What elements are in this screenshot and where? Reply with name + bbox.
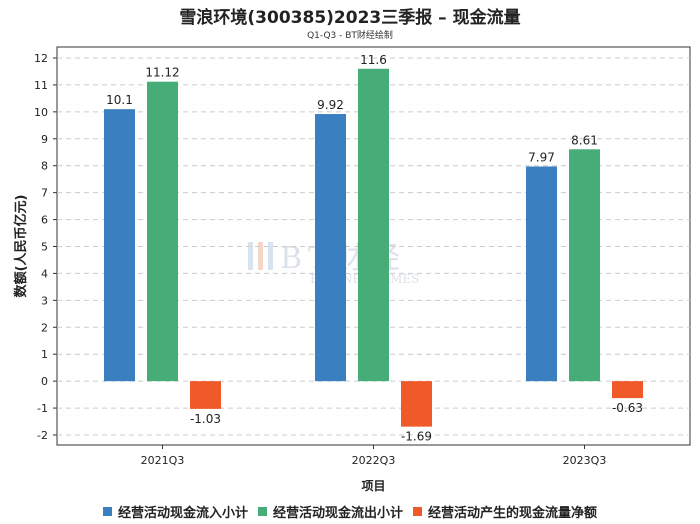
chart-title: 雪浪环境(300385)2023三季报 – 现金流量 — [179, 8, 521, 28]
bar — [190, 381, 221, 409]
legend-swatch-inflow — [102, 507, 112, 516]
x-tick-label: 2022Q3 — [352, 454, 396, 467]
bar — [104, 109, 135, 382]
y-tick-label: 7 — [41, 187, 48, 200]
data-label: -0.63 — [612, 401, 643, 415]
chart-subtitle: Q1-Q3 - BT财经绘制 — [307, 31, 393, 41]
bar — [147, 81, 178, 382]
legend-label-net: 经营活动产生的现金流量净额 — [428, 506, 598, 521]
bar — [401, 381, 432, 427]
data-label: -1.69 — [401, 430, 432, 444]
data-label: 9.92 — [317, 98, 344, 112]
watermark-logo-bar — [258, 242, 263, 270]
watermark-logo-bar — [268, 242, 273, 270]
x-axis-title: 项目 — [361, 479, 385, 493]
y-tick-label: 0 — [41, 375, 48, 388]
y-tick-label: -1 — [37, 402, 48, 415]
y-tick-label: 3 — [41, 294, 48, 307]
watermark-logo-bar — [248, 242, 253, 270]
y-tick-label: 4 — [41, 267, 48, 280]
data-label: 11.6 — [360, 53, 387, 67]
y-tick-label: 10 — [34, 106, 48, 119]
bar — [612, 381, 643, 399]
legend-item-outflow[interactable]: 经营活动现金流出小计 — [257, 502, 403, 521]
data-label: 10.1 — [106, 93, 133, 107]
legend-item-net[interactable]: 经营活动产生的现金流量净额 — [413, 502, 597, 521]
x-tick-label: 2021Q3 — [141, 454, 185, 467]
y-tick-label: 6 — [41, 214, 48, 227]
x-tick-label: 2023Q3 — [563, 454, 607, 467]
data-label: 7.97 — [528, 151, 555, 165]
y-tick-label: 11 — [34, 79, 48, 92]
bar — [358, 68, 389, 382]
data-label: -1.03 — [190, 412, 221, 426]
y-tick-label: 8 — [41, 160, 48, 173]
bar — [526, 166, 557, 382]
y-axis-title: 数额(人民币亿元) — [13, 195, 29, 298]
data-label: 8.61 — [571, 133, 598, 147]
legend-swatch-net — [413, 507, 422, 516]
y-tick-label: 2 — [41, 321, 48, 334]
legend-item-inflow[interactable]: 经营活动现金流入小计 — [102, 502, 248, 521]
legend-swatch-outflow — [257, 507, 267, 516]
data-label: 11.12 — [145, 66, 179, 80]
legend-label-outflow: 经营活动现金流出小计 — [272, 506, 403, 521]
legend-label-inflow: 经营活动现金流入小计 — [117, 506, 248, 521]
y-tick-label: 5 — [41, 241, 48, 254]
legend: 经营活动现金流入小计 经营活动现金流出小计 经营活动产生的现金流量净额 — [0, 502, 700, 521]
y-tick-label: 1 — [41, 348, 48, 361]
bar — [569, 149, 600, 382]
y-tick-label: 12 — [34, 52, 48, 65]
y-tick-label: -2 — [37, 429, 48, 442]
y-tick-label: 9 — [41, 133, 48, 146]
bar — [315, 114, 346, 382]
